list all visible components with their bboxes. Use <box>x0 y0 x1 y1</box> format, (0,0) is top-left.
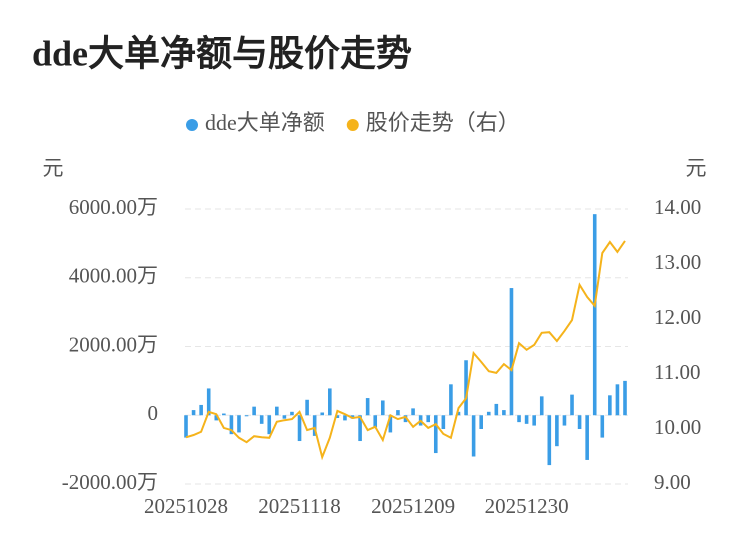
bar <box>252 406 256 416</box>
bar <box>297 415 302 442</box>
price-line <box>185 240 626 461</box>
bar <box>600 415 605 438</box>
bar <box>222 413 226 416</box>
bar <box>380 400 385 416</box>
bar <box>320 412 325 416</box>
y-axis-title: 元 <box>43 156 64 180</box>
bar <box>275 406 279 416</box>
bar <box>312 415 317 436</box>
legend-label: dde大单净额 <box>205 110 325 135</box>
chart-title: dde大单净额与股价走势 <box>32 33 412 73</box>
bar <box>433 415 438 454</box>
x-tick-label: 20251230 <box>485 494 569 518</box>
bar <box>494 403 499 416</box>
legend-label: 股价走势（右） <box>366 110 520 135</box>
y2-tick-label: 9.00 <box>654 470 691 494</box>
bar <box>479 415 483 429</box>
bar <box>509 288 514 416</box>
y-tick-label: 4000.00万 <box>69 264 158 288</box>
legend-marker <box>186 119 198 131</box>
bar <box>608 395 612 416</box>
bar <box>267 415 272 435</box>
bar <box>570 394 574 416</box>
bar <box>388 415 393 433</box>
x-tick-label: 20251118 <box>258 494 340 518</box>
bar <box>206 388 211 416</box>
bar <box>615 384 620 416</box>
bar <box>199 404 203 416</box>
bar <box>426 415 431 423</box>
y-tick-label: 2000.00万 <box>69 332 158 356</box>
x-tick-label: 20251028 <box>144 494 228 518</box>
bar <box>290 411 294 416</box>
y2-tick-label: 13.00 <box>654 250 701 274</box>
legend-marker <box>346 119 359 131</box>
bar <box>592 214 597 416</box>
bar <box>441 415 446 429</box>
bar <box>555 415 559 447</box>
bar <box>396 410 400 416</box>
bar <box>623 380 627 416</box>
y-tick-label: -2000.00万 <box>62 470 158 494</box>
bar <box>373 415 378 428</box>
bar <box>517 415 521 423</box>
bar <box>464 360 468 416</box>
bar <box>524 415 529 424</box>
bar <box>184 415 188 438</box>
bar <box>237 415 241 433</box>
y2-tick-label: 11.00 <box>654 360 700 384</box>
y2-tick-label: 14.00 <box>654 195 701 219</box>
bar <box>411 408 415 416</box>
bar <box>214 415 219 421</box>
bar <box>191 410 196 416</box>
bar <box>532 415 536 426</box>
bar <box>328 388 332 416</box>
y-tick-label: 6000.00万 <box>69 195 158 219</box>
bar <box>585 415 589 460</box>
bar <box>335 415 340 418</box>
bar <box>259 415 264 424</box>
bar <box>539 396 544 416</box>
bar <box>365 398 370 416</box>
bar <box>229 415 234 435</box>
bar <box>547 415 552 466</box>
bar <box>456 411 461 416</box>
bar <box>502 410 506 416</box>
y2-axis-title: 元 <box>686 156 707 180</box>
y2-tick-label: 10.00 <box>654 415 701 439</box>
bar <box>486 411 491 416</box>
bar <box>282 415 287 419</box>
bar <box>244 415 249 417</box>
bar <box>562 415 567 426</box>
bar <box>577 415 582 429</box>
bar <box>343 415 347 421</box>
bar <box>358 415 362 442</box>
bar <box>449 384 453 416</box>
bar <box>305 399 309 416</box>
bar <box>471 415 476 457</box>
x-tick-label: 20251209 <box>371 494 455 518</box>
y-tick-label: 0 <box>148 401 159 425</box>
y2-tick-label: 12.00 <box>654 305 701 329</box>
bar <box>403 415 408 423</box>
